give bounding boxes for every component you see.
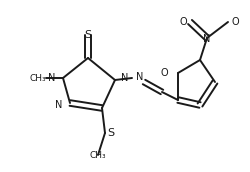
Text: CH₃: CH₃ — [90, 150, 106, 159]
Text: N: N — [203, 34, 211, 44]
Text: O: O — [160, 68, 168, 78]
Text: O: O — [180, 17, 187, 27]
Text: CH₃: CH₃ — [30, 73, 46, 83]
Text: S: S — [84, 30, 91, 40]
Text: N: N — [136, 72, 144, 82]
Text: N: N — [121, 73, 128, 83]
Text: N: N — [55, 100, 62, 110]
Text: O: O — [231, 17, 238, 27]
Text: S: S — [107, 128, 114, 138]
Text: N: N — [48, 73, 55, 83]
